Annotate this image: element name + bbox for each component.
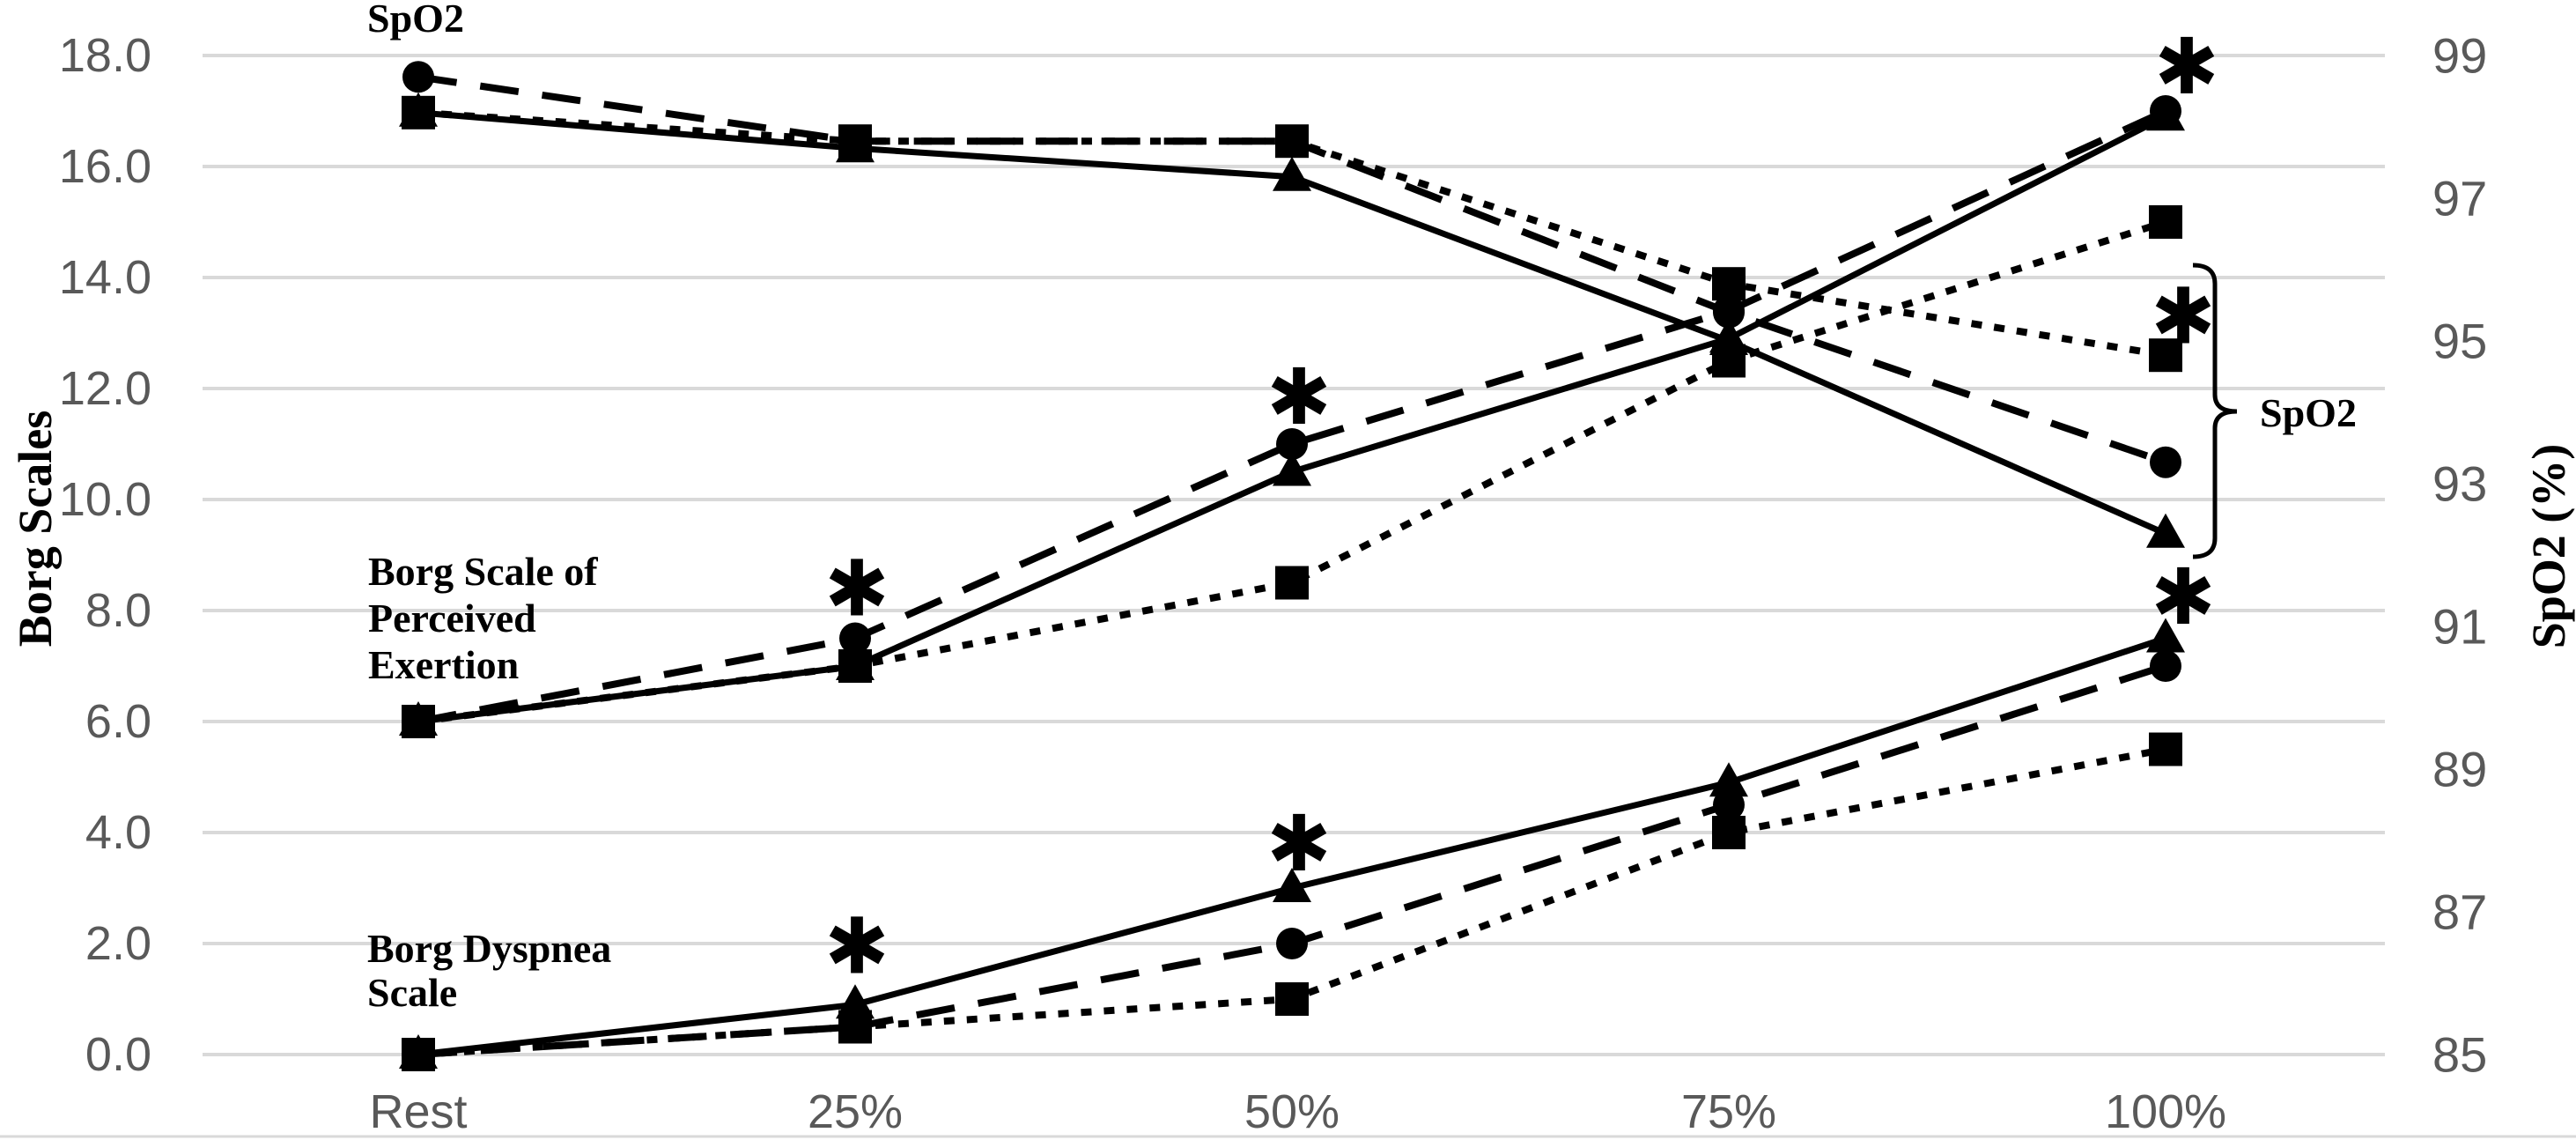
left-axis-tick: 10.0 bbox=[59, 473, 151, 526]
right-axis-tick: 97 bbox=[2432, 171, 2487, 226]
series-group-label: Borg Dyspnea bbox=[367, 926, 611, 971]
series-group-label: Scale bbox=[367, 970, 457, 1015]
significance-asterisk: ✱ bbox=[824, 543, 889, 633]
series-group-label: Exertion bbox=[368, 642, 519, 687]
data-point-triangle bbox=[2146, 618, 2185, 653]
series-group-label: Borg Scale of bbox=[368, 549, 598, 594]
left-axis-tick: 12.0 bbox=[59, 362, 151, 415]
significance-asterisk: ✱ bbox=[1266, 352, 1332, 442]
data-point-triangle bbox=[1273, 868, 1311, 902]
data-point-triangle bbox=[1273, 156, 1311, 191]
left-axis-tick: 4.0 bbox=[85, 806, 151, 859]
data-point-circle bbox=[2150, 650, 2181, 682]
data-point-triangle bbox=[1709, 762, 1748, 797]
right-axis-tick: 87 bbox=[2432, 885, 2487, 940]
data-point-square bbox=[1712, 816, 1746, 849]
data-point-square bbox=[402, 1038, 435, 1071]
data-point-square bbox=[1275, 982, 1309, 1016]
data-point-square bbox=[402, 95, 435, 130]
left-axis-tick: 14.0 bbox=[59, 251, 151, 304]
data-point-circle bbox=[2150, 446, 2181, 478]
left-axis-tick: 18.0 bbox=[59, 29, 151, 82]
spo2-bracket-label: SpO2 bbox=[2260, 390, 2357, 435]
significance-asterisk: ✱ bbox=[2151, 551, 2216, 642]
data-point-square bbox=[838, 124, 872, 159]
data-point-square bbox=[1275, 566, 1309, 600]
x-axis-tick: 25% bbox=[808, 1085, 903, 1138]
left-axis-tick: 2.0 bbox=[85, 917, 151, 970]
data-point-triangle bbox=[1273, 451, 1311, 486]
data-point-circle bbox=[1276, 928, 1308, 959]
x-axis-tick: Rest bbox=[369, 1085, 467, 1138]
left-axis-tick: 0.0 bbox=[85, 1028, 151, 1081]
data-point-square bbox=[838, 649, 872, 683]
x-axis-tick: 50% bbox=[1244, 1085, 1340, 1138]
right-axis-tick: 99 bbox=[2432, 28, 2487, 84]
spo2-bracket bbox=[2192, 263, 2238, 559]
series-group-label: Perceived bbox=[368, 596, 536, 640]
right-axis-tick: 93 bbox=[2432, 456, 2487, 512]
significance-asterisk: ✱ bbox=[2154, 21, 2219, 112]
data-point-square bbox=[402, 705, 435, 738]
data-point-circle bbox=[2150, 95, 2181, 127]
significance-asterisk: ✱ bbox=[2151, 271, 2216, 362]
data-point-square bbox=[1712, 344, 1746, 378]
right-axis-tick: 95 bbox=[2432, 314, 2487, 369]
series-group-label: SpO2 bbox=[367, 0, 464, 41]
data-point-square bbox=[2149, 338, 2182, 373]
data-point-square bbox=[2149, 732, 2182, 766]
left-axis-tick: 8.0 bbox=[85, 584, 151, 637]
right-axis-title: SpO2 (%) bbox=[2522, 444, 2575, 649]
data-point-circle bbox=[1713, 294, 1745, 327]
data-point-circle bbox=[402, 61, 434, 93]
data-point-circle bbox=[839, 622, 871, 655]
data-point-square bbox=[838, 1010, 872, 1044]
data-point-triangle bbox=[2146, 513, 2185, 548]
left-axis-title: Borg Scales bbox=[9, 411, 62, 647]
right-axis-tick: 91 bbox=[2432, 599, 2487, 655]
left-axis-tick: 16.0 bbox=[59, 140, 151, 193]
right-axis-tick: 89 bbox=[2432, 742, 2487, 797]
data-point-circle bbox=[1276, 428, 1308, 460]
data-point-square bbox=[1275, 124, 1309, 159]
left-axis-tick: 6.0 bbox=[85, 695, 151, 748]
significance-asterisk: ✱ bbox=[1266, 798, 1332, 889]
significance-asterisk: ✱ bbox=[824, 901, 889, 992]
data-point-circle bbox=[1713, 788, 1745, 821]
right-axis-tick: 85 bbox=[2432, 1027, 2487, 1083]
x-axis-tick: 100% bbox=[2105, 1085, 2226, 1138]
data-point-square bbox=[2149, 205, 2182, 239]
x-axis-tick: 75% bbox=[1681, 1085, 1776, 1138]
